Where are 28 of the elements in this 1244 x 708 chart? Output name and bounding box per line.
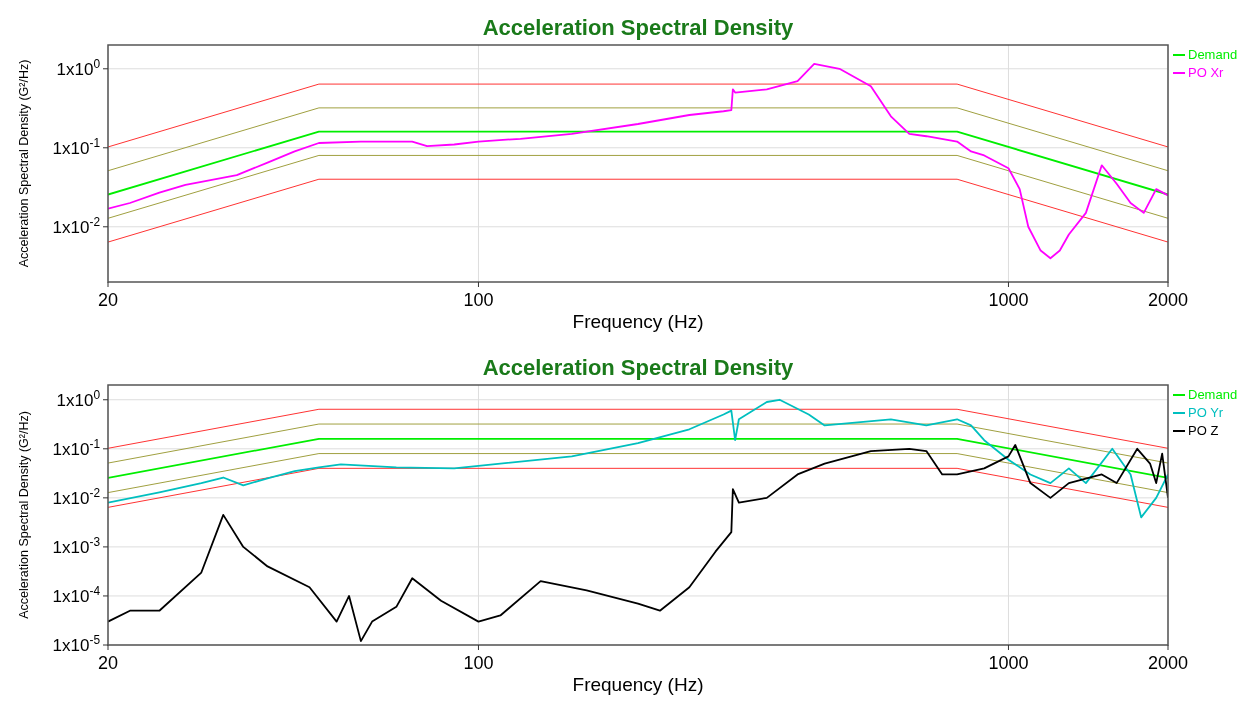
legend-label: PO Xr: [1188, 65, 1225, 80]
legend-label: PO Z: [1188, 423, 1219, 438]
x-tick-label: 100: [463, 653, 494, 673]
x-tick-label: 1000: [988, 653, 1029, 673]
legend-label: PO Yr: [1188, 405, 1224, 420]
x-tick-label: 100: [463, 290, 494, 310]
x-tick-label: 1000: [988, 290, 1029, 310]
legend-label: Demand: [1188, 387, 1238, 402]
x-axis-title: Frequency (Hz): [572, 674, 704, 695]
y-tick-label: 1x10$^{-1}$: [52, 436, 101, 459]
x-axis-title: Frequency (Hz): [572, 311, 704, 332]
chart-title: Acceleration Spectral Density: [482, 15, 795, 40]
chart-title: Acceleration Spectral Density: [482, 355, 795, 380]
y-axis-title: Acceleration Spectral Density (G²/Hz): [17, 59, 31, 268]
y-tick-label: 1x10$^{0}$: [56, 387, 101, 410]
y-tick-label: 1x10$^{-1}$: [52, 135, 101, 158]
y-tick-label: 1x10$^{-3}$: [52, 534, 101, 557]
x-tick-label: 20: [97, 653, 119, 673]
x-tick-label: 2000: [1147, 653, 1189, 673]
y-axis-title: Acceleration Spectral Density (G²/Hz): [17, 411, 31, 619]
x-tick-label: 2000: [1147, 290, 1189, 310]
y-tick-label: 1x10$^{-4}$: [52, 583, 101, 606]
legend-label: Demand: [1188, 47, 1238, 62]
y-tick-label: 1x10$^{0}$: [56, 56, 101, 79]
y-tick-label: 1x10$^{-5}$: [52, 633, 101, 655]
y-tick-label: 1x10$^{-2}$: [52, 214, 101, 237]
x-tick-label: 20: [97, 290, 119, 310]
y-tick-label: 1x10$^{-2}$: [52, 485, 101, 508]
